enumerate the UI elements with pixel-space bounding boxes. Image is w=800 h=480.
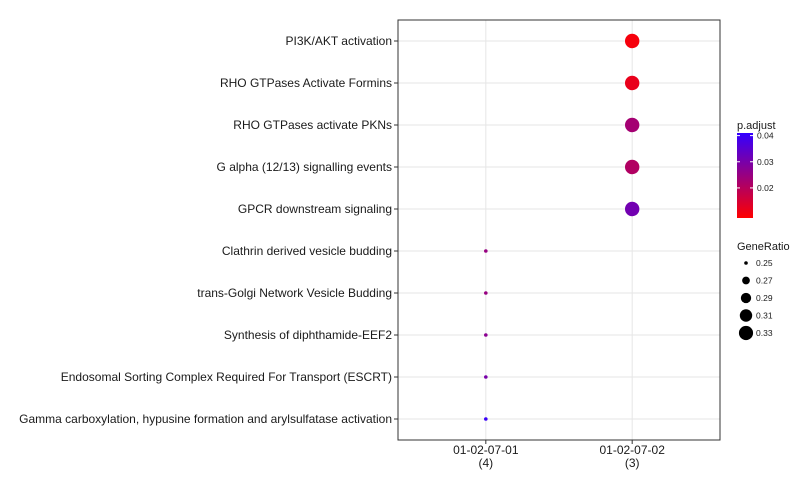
data-point: [484, 249, 488, 253]
color-legend-title: p.adjust: [737, 120, 776, 132]
size-legend-label: 0.31: [756, 311, 773, 321]
data-point: [484, 375, 488, 379]
y-tick-label: PI3K/AKT activation: [286, 34, 393, 48]
data-point: [624, 33, 640, 49]
y-tick-label: Clathrin derived vesicle budding: [222, 244, 392, 258]
data-points: [484, 33, 640, 421]
color-legend: p.adjust 0.04 0.03 0.02: [737, 120, 776, 218]
size-legend-label: 0.25: [756, 258, 773, 268]
x-tick-label: 01-02-07-02: [599, 443, 665, 457]
size-legend-key: [742, 276, 750, 285]
x-tick-count: (4): [478, 456, 493, 470]
size-legend-key: [744, 261, 748, 265]
x-tick-count: (3): [625, 456, 640, 470]
data-point: [484, 291, 488, 295]
size-legend-label: 0.33: [756, 328, 773, 338]
size-legend-title: GeneRatio: [737, 241, 790, 253]
y-tick-label: Gamma carboxylation, hypusine formation …: [19, 412, 392, 426]
size-legend-label: 0.29: [756, 293, 773, 303]
y-tick-label: RHO GTPases Activate Formins: [220, 76, 392, 90]
colorbar-tick-label: 0.04: [757, 131, 774, 141]
y-tick-label: GPCR downstream signaling: [238, 202, 392, 216]
y-tick-label: G alpha (12/13) signalling events: [217, 160, 392, 174]
colorbar-tick-label: 0.03: [757, 157, 774, 167]
data-point: [484, 333, 488, 337]
y-tick-label: trans-Golgi Network Vesicle Budding: [197, 286, 392, 300]
plot-panel: [397, 19, 721, 441]
grid-lines: [398, 20, 720, 440]
data-point: [624, 159, 640, 175]
data-point: [624, 201, 640, 217]
y-axis: PI3K/AKT activation RHO GTPases Activate …: [19, 34, 398, 426]
y-tick-label: Synthesis of diphthamide-EEF2: [224, 328, 392, 342]
y-tick-label: RHO GTPases activate PKNs: [233, 118, 392, 132]
size-legend-label: 0.27: [756, 276, 773, 286]
data-point: [624, 117, 640, 133]
size-legend-key: [738, 325, 754, 341]
size-legend: GeneRatio 0.25 0.27 0.29 0.31 0.33: [737, 241, 790, 341]
data-point: [624, 75, 640, 91]
colorbar: [737, 133, 753, 218]
data-point: [484, 417, 488, 421]
x-tick-label: 01-02-07-01: [453, 443, 519, 457]
colorbar-tick-label: 0.02: [757, 183, 774, 193]
size-legend-key: [740, 292, 752, 304]
y-tick-label: Endosomal Sorting Complex Required For T…: [61, 370, 392, 384]
size-legend-key: [739, 309, 753, 322]
x-axis: 01-02-07-01(4) 01-02-07-02(3): [453, 440, 665, 470]
